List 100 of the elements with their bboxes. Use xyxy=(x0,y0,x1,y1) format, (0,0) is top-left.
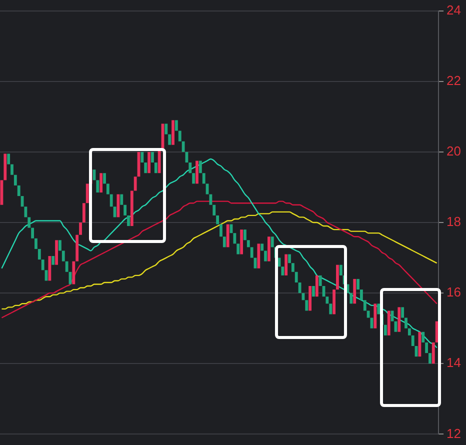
candlestick xyxy=(326,296,329,304)
candlestick xyxy=(425,342,428,354)
candlestick xyxy=(31,228,34,238)
candlestick xyxy=(38,248,41,260)
candlestick xyxy=(240,230,243,254)
candlestick xyxy=(401,307,404,318)
candlestick xyxy=(288,254,291,264)
candlestick xyxy=(353,278,356,304)
candlestick xyxy=(192,173,196,184)
candlestick xyxy=(106,184,110,194)
candlestick xyxy=(264,250,267,262)
candlestick xyxy=(226,224,230,248)
candlestick xyxy=(144,162,148,174)
candlestick xyxy=(100,173,103,193)
candlestick xyxy=(374,304,377,328)
candlestick xyxy=(294,272,298,282)
candlestick xyxy=(267,236,270,262)
candlestick xyxy=(398,307,401,332)
candlestick xyxy=(96,180,100,193)
y-tick-label: 22 xyxy=(446,72,462,88)
line-series xyxy=(1,211,438,310)
candlestick xyxy=(134,176,137,191)
candlestick xyxy=(178,130,182,142)
candlestick xyxy=(52,256,55,265)
candlestick xyxy=(329,304,332,314)
candlestick xyxy=(140,152,144,163)
candlestick xyxy=(244,230,246,240)
candlestick xyxy=(154,162,158,174)
candlestick xyxy=(120,194,124,205)
candlestick xyxy=(404,318,408,328)
candlestick xyxy=(55,240,58,265)
candlestick xyxy=(281,266,284,276)
candlestick xyxy=(387,310,390,336)
candlestick xyxy=(103,173,106,184)
candlestick xyxy=(332,290,336,314)
candlestick xyxy=(233,233,236,244)
y-tick-label: 20 xyxy=(446,144,462,159)
candlestick xyxy=(72,261,76,284)
candlestick xyxy=(124,204,127,216)
candlestick xyxy=(116,194,120,218)
candlestick xyxy=(305,300,308,311)
candlestick xyxy=(418,332,422,357)
candlestick xyxy=(246,240,250,248)
candlestick xyxy=(10,164,14,175)
candlestick xyxy=(110,194,113,207)
candlestick xyxy=(212,204,216,216)
candlestick xyxy=(28,217,31,228)
candlestick xyxy=(236,244,240,254)
candlestick xyxy=(202,173,206,184)
candlestick xyxy=(284,254,288,276)
candlestick xyxy=(127,215,130,226)
candlestick xyxy=(209,194,212,205)
candlestick xyxy=(164,124,168,134)
candlestick xyxy=(384,324,387,336)
candlestick xyxy=(350,293,353,304)
candlestick xyxy=(216,215,220,224)
candlestick xyxy=(188,162,192,174)
candlestick xyxy=(86,184,89,204)
candlestick xyxy=(291,263,294,272)
candlestick xyxy=(58,240,62,251)
candlestick xyxy=(270,236,274,248)
candlestick xyxy=(7,154,10,164)
candlestick xyxy=(148,152,150,174)
line-series xyxy=(1,158,438,348)
candlestick xyxy=(222,236,226,248)
candlestick xyxy=(158,148,161,174)
candlestick xyxy=(82,203,86,222)
candlestick xyxy=(174,120,178,131)
candlestick xyxy=(24,206,28,218)
candlestick xyxy=(428,353,432,364)
candlestick xyxy=(4,154,7,180)
line-series xyxy=(1,200,438,318)
candlestick xyxy=(151,152,154,163)
candlestick xyxy=(34,238,38,249)
y-tick-label: 18 xyxy=(446,214,462,230)
candlestick xyxy=(62,250,65,262)
candlestick xyxy=(14,174,17,186)
candlestick xyxy=(220,224,222,237)
candlestick xyxy=(308,286,312,311)
candlestick xyxy=(182,141,185,152)
y-tick-label: 16 xyxy=(446,284,462,300)
candlestick xyxy=(312,286,315,297)
candlestick xyxy=(130,190,134,226)
candlestick xyxy=(411,335,414,346)
candlestick xyxy=(168,134,172,145)
candlestick xyxy=(17,185,20,196)
candlestick xyxy=(422,332,425,342)
candlestick xyxy=(339,264,342,276)
candlestick xyxy=(172,120,174,145)
candlestick xyxy=(196,160,198,184)
candlestick xyxy=(250,247,254,258)
candlestick xyxy=(432,342,435,364)
candlestick xyxy=(48,256,52,281)
candlestick xyxy=(356,278,360,290)
candlestick xyxy=(360,290,363,300)
candlestick xyxy=(260,244,264,251)
candlestick xyxy=(366,310,370,318)
candlestick xyxy=(41,260,44,270)
y-tick-label: 14 xyxy=(446,355,462,370)
candlestick xyxy=(408,328,411,336)
